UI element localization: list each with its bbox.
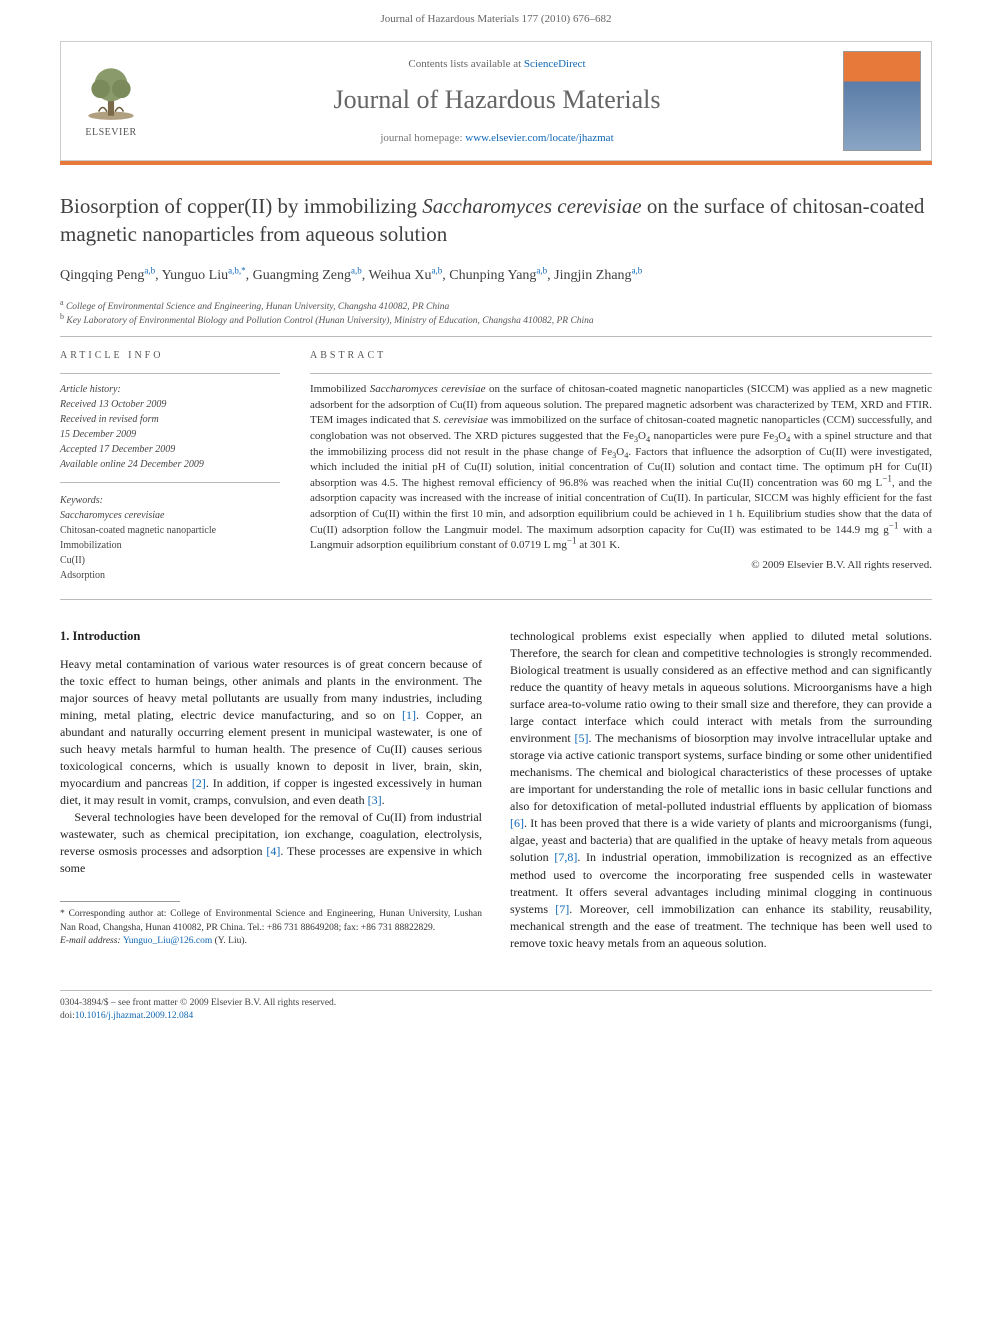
issn-line: 0304-3894/$ – see front matter © 2009 El… bbox=[60, 997, 932, 1010]
publisher-name: ELSEVIER bbox=[85, 126, 136, 140]
elsevier-tree-icon bbox=[80, 62, 142, 124]
running-header: Journal of Hazardous Materials 177 (2010… bbox=[0, 0, 992, 35]
keywords: Keywords: Saccharomyces cerevisiaeChitos… bbox=[60, 493, 280, 583]
keyword: Saccharomyces cerevisiae bbox=[60, 508, 280, 523]
article-history: Article history: Received 13 October 200… bbox=[60, 382, 280, 483]
email-line: E-mail address: Yunguo_Liu@126.com (Y. L… bbox=[60, 935, 482, 948]
bottom-bar: 0304-3894/$ – see front matter © 2009 El… bbox=[60, 990, 932, 1048]
article-info-heading: ARTICLE INFO bbox=[60, 349, 280, 363]
body-paragraph: Heavy metal contamination of various wat… bbox=[60, 656, 482, 809]
contents-box: ELSEVIER Contents lists available at Sci… bbox=[60, 41, 932, 161]
body-columns: 1. Introduction Heavy metal contaminatio… bbox=[60, 628, 932, 952]
abstract-column: ABSTRACT Immobilized Saccharomyces cerev… bbox=[310, 349, 932, 583]
section-heading: 1. Introduction bbox=[60, 628, 482, 646]
article-info-column: ARTICLE INFO Article history: Received 1… bbox=[60, 349, 280, 583]
sciencedirect-link[interactable]: ScienceDirect bbox=[524, 58, 586, 70]
right-column: technological problems exist especially … bbox=[510, 628, 932, 952]
keyword: Chitosan-coated magnetic nanoparticle bbox=[60, 523, 280, 538]
publisher-logo: ELSEVIER bbox=[61, 56, 161, 146]
history-line: Available online 24 December 2009 bbox=[60, 457, 280, 472]
authors-line: Qingqing Penga,b, Yunguo Liua,b,*, Guang… bbox=[60, 266, 932, 286]
contents-available: Contents lists available at ScienceDirec… bbox=[171, 57, 823, 72]
journal-name: Journal of Hazardous Materials bbox=[171, 82, 823, 118]
divider bbox=[60, 373, 280, 374]
history-line: Received 13 October 2009 bbox=[60, 397, 280, 412]
corresponding-author: * Corresponding author at: College of En… bbox=[60, 908, 482, 935]
abstract-text: Immobilized Saccharomyces cerevisiae on … bbox=[310, 382, 932, 554]
footnote-separator bbox=[60, 901, 180, 902]
citation-text: Journal of Hazardous Materials 177 (2010… bbox=[381, 13, 612, 25]
body-paragraph: Several technologies have been developed… bbox=[60, 809, 482, 877]
body-paragraph: technological problems exist especially … bbox=[510, 628, 932, 952]
history-line: Received in revised form bbox=[60, 412, 280, 427]
abstract-heading: ABSTRACT bbox=[310, 349, 932, 363]
doi-line: doi:10.1016/j.jhazmat.2009.12.084 bbox=[60, 1010, 932, 1023]
email-link[interactable]: Yunguo_Liu@126.com bbox=[123, 936, 212, 946]
article-title: Biosorption of copper(II) by immobilizin… bbox=[60, 193, 932, 248]
keywords-label: Keywords: bbox=[60, 493, 280, 508]
keyword: Adsorption bbox=[60, 568, 280, 583]
affiliations: a College of Environmental Science and E… bbox=[60, 300, 932, 329]
journal-cover-thumbnail bbox=[843, 51, 921, 151]
history-line: 15 December 2009 bbox=[60, 427, 280, 442]
left-column: 1. Introduction Heavy metal contaminatio… bbox=[60, 628, 482, 952]
affiliation: b Key Laboratory of Environmental Biolog… bbox=[60, 314, 932, 328]
keyword: Immobilization bbox=[60, 538, 280, 553]
divider bbox=[60, 336, 932, 337]
keyword: Cu(II) bbox=[60, 553, 280, 568]
abstract-copyright: © 2009 Elsevier B.V. All rights reserved… bbox=[310, 558, 932, 573]
divider bbox=[60, 599, 932, 600]
history-label: Article history: bbox=[60, 382, 280, 397]
doi-link[interactable]: 10.1016/j.jhazmat.2009.12.084 bbox=[75, 1011, 193, 1021]
divider bbox=[310, 373, 932, 374]
footnotes: * Corresponding author at: College of En… bbox=[60, 908, 482, 948]
homepage-link[interactable]: www.elsevier.com/locate/jhazmat bbox=[465, 132, 613, 144]
history-line: Accepted 17 December 2009 bbox=[60, 442, 280, 457]
journal-homepage: journal homepage: www.elsevier.com/locat… bbox=[171, 131, 823, 146]
contents-center: Contents lists available at ScienceDirec… bbox=[161, 53, 833, 150]
affiliation: a College of Environmental Science and E… bbox=[60, 300, 932, 314]
